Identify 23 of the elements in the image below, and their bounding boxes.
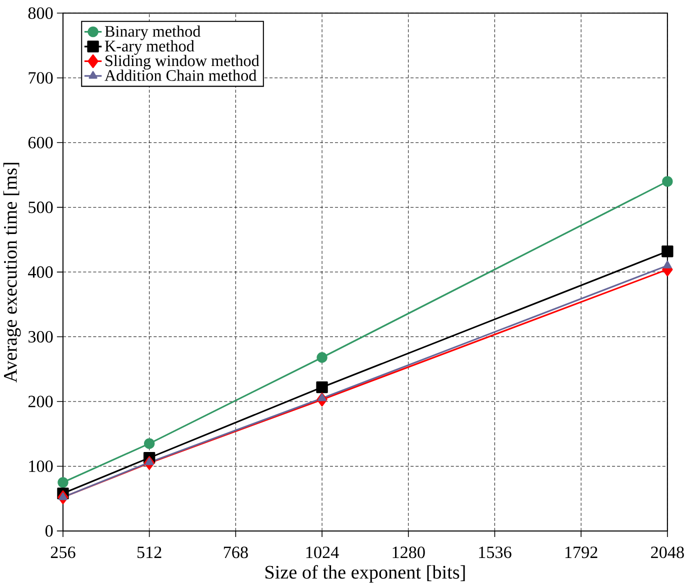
y-tick-label: 500: [28, 202, 53, 214]
y-axis-title: Average execution time [ms]: [3, 162, 21, 382]
y-tick-label: 800: [28, 7, 53, 19]
x-tick-label: 1024: [306, 546, 339, 558]
y-tick-label: 100: [29, 460, 53, 472]
x-tick-label: 1792: [565, 546, 598, 558]
x-axis-title: Size of the exponent [bits]: [265, 565, 465, 583]
x-tick-label: 768: [224, 546, 248, 558]
x-tick-label: 2048: [651, 546, 684, 558]
y-tick-label: 0: [45, 525, 53, 537]
legend-label: Addition Chain method: [104, 70, 256, 81]
legend-label: K-ary method: [104, 40, 194, 55]
legend-label: Sliding window method: [106, 54, 260, 70]
y-tick-label: 200: [28, 396, 53, 408]
x-tick-label: 512: [137, 546, 162, 558]
y-tick-label: 400: [28, 266, 53, 278]
y-tick-label: 700: [28, 72, 53, 84]
x-tick-label: 1536: [479, 546, 512, 558]
x-tick-label: 1280: [392, 546, 425, 558]
legend-label: Binary method: [104, 25, 201, 40]
y-tick-label: 300: [28, 331, 53, 343]
y-tick-label: 600: [28, 136, 53, 148]
x-tick-label: 256: [50, 546, 76, 558]
